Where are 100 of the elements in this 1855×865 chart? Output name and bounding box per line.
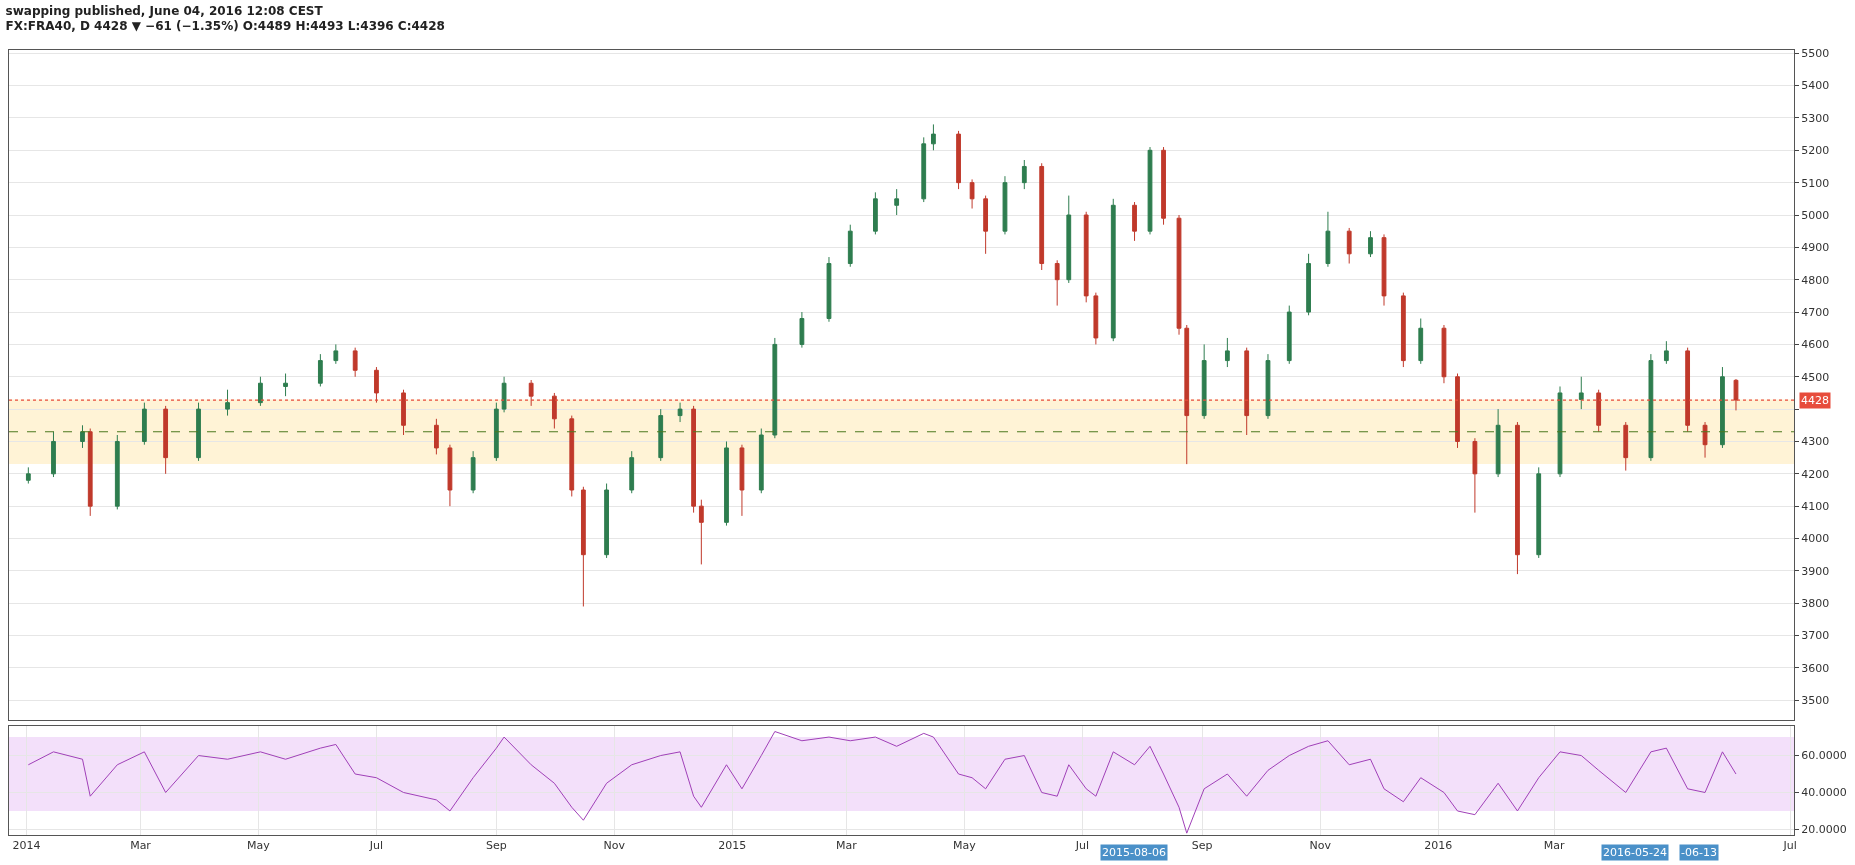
- line-series: [27, 731, 1737, 834]
- y-tick-label: 4300: [1801, 435, 1830, 449]
- x-tick-label: Mar: [130, 839, 152, 853]
- candlestick: [1306, 253, 1311, 316]
- candlestick: [1472, 437, 1478, 514]
- text: 2016-05-24: [1603, 846, 1667, 859]
- y-tick-label: 20.0000: [1801, 823, 1847, 837]
- candlestick: [724, 440, 729, 527]
- candlestick: [1147, 146, 1153, 235]
- candlestick: [1578, 376, 1584, 410]
- candlestick: [772, 337, 778, 439]
- y-tick-label: 3600: [1801, 661, 1830, 675]
- y-tick-label: 4200: [1801, 467, 1830, 481]
- candlestick: [447, 444, 453, 507]
- candlestick: [1720, 366, 1725, 449]
- candlestick: [333, 343, 339, 365]
- candlestick: [493, 402, 499, 462]
- candlestick: [1021, 159, 1027, 190]
- x-tick-label: Sep: [485, 839, 507, 853]
- y-tick-label: 60.0000: [1801, 749, 1847, 763]
- candlestick: [1002, 175, 1008, 235]
- candlestick: [969, 178, 975, 210]
- candlestick: [1161, 146, 1166, 226]
- text: -06-13: [1681, 846, 1717, 859]
- y-tick-label: 4700: [1801, 305, 1830, 319]
- y-tick-label: 3500: [1801, 694, 1830, 708]
- candlestick: [258, 376, 263, 407]
- y-tick-label: 4900: [1801, 241, 1830, 255]
- candlestick: [551, 392, 557, 430]
- candlestick: [501, 376, 507, 413]
- candlestick: [931, 123, 936, 151]
- candlestick: [1083, 211, 1089, 303]
- y-tick-label: 5200: [1801, 144, 1830, 158]
- candlestick: [629, 450, 635, 494]
- candlestick: [1286, 305, 1292, 365]
- y-tick-label: 4600: [1801, 338, 1830, 352]
- candlestick: [1733, 378, 1739, 411]
- candlestick: [1039, 162, 1045, 271]
- candlestick: [374, 366, 379, 404]
- candlestick: [25, 466, 31, 485]
- candlestick: [141, 402, 147, 446]
- candlestick: [956, 130, 961, 190]
- candlestick: [1201, 343, 1207, 420]
- candlestick: [739, 444, 745, 517]
- y-tick-label: 4800: [1801, 273, 1830, 287]
- candlestick: [114, 434, 120, 510]
- x-tick-label: Nov: [1309, 839, 1332, 853]
- y-tick-label: 5400: [1801, 79, 1830, 93]
- candlestick: [1054, 259, 1060, 307]
- candlestick: [283, 373, 288, 397]
- candlestick: [604, 483, 609, 559]
- candlestick: [873, 191, 878, 235]
- candlestick: [401, 389, 406, 436]
- y-tick-label: 40.0000: [1801, 786, 1847, 800]
- candlestick: [1441, 324, 1447, 384]
- candlestick: [1596, 389, 1602, 433]
- candlestick: [1176, 214, 1182, 336]
- candlestick: [163, 405, 169, 475]
- y-tick-label: 5500: [1801, 47, 1830, 61]
- y-tick-label: 4500: [1801, 370, 1830, 384]
- x-tick-label: Sep: [1191, 839, 1213, 853]
- y-tick-label: 4100: [1801, 500, 1830, 514]
- y-tick-label: 4000: [1801, 532, 1830, 546]
- x-tick-label: Jul: [1074, 839, 1089, 853]
- candlestick: [1495, 408, 1501, 478]
- x-tick-label: May: [247, 839, 271, 853]
- candlestick: [1110, 198, 1116, 342]
- y-tick-label: 5100: [1801, 176, 1830, 190]
- candlestick: [470, 450, 476, 494]
- x-tick-label: 2015: [718, 839, 747, 853]
- candlestick: [1557, 385, 1563, 478]
- candlestick: [580, 486, 586, 607]
- candlestick: [225, 389, 230, 417]
- candlestick: [1244, 347, 1250, 436]
- x-tick-label: Mar: [1543, 839, 1566, 853]
- candlestick: [1663, 340, 1669, 365]
- candlestick: [1325, 211, 1331, 268]
- y-tick-label: 3900: [1801, 564, 1830, 578]
- candlestick: [80, 424, 85, 449]
- candlestick: [1536, 466, 1542, 559]
- candlestick: [698, 499, 704, 565]
- candlestick: [434, 418, 439, 455]
- y-tick-label: 5300: [1801, 111, 1830, 125]
- candlestick: [677, 402, 683, 423]
- x-tick-label: Jul: [368, 839, 384, 853]
- candlestick: [352, 347, 358, 378]
- candlestick: [1093, 292, 1099, 345]
- candlestick: [1455, 373, 1460, 449]
- candlestick: [87, 428, 93, 517]
- candlestick: [1066, 195, 1072, 284]
- candlestick: [1381, 233, 1387, 307]
- text: 2015-08-06: [1102, 846, 1166, 859]
- candlestick: [1648, 353, 1654, 462]
- candlestick: [51, 431, 56, 478]
- candlestick: [1685, 347, 1691, 433]
- candlestick: [569, 415, 575, 497]
- y-tick-label: 3700: [1801, 629, 1830, 643]
- candlestick: [799, 311, 805, 349]
- candlestick: [1418, 318, 1424, 365]
- x-tick-label: 2014: [12, 839, 41, 853]
